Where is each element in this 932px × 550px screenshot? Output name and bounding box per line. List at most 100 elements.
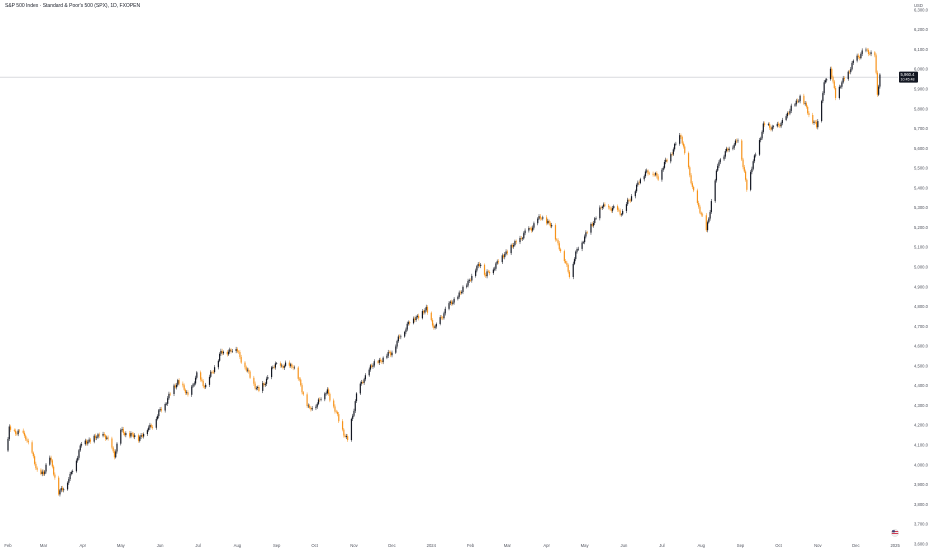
candle-body: [826, 79, 828, 81]
candle-body: [609, 207, 611, 209]
candle-body: [443, 313, 445, 319]
candle-body: [488, 271, 491, 274]
candle-body: [347, 436, 349, 441]
candle-body: [51, 460, 53, 467]
candle-body: [812, 114, 814, 123]
candle-body: [220, 350, 222, 354]
candle-body: [492, 269, 494, 274]
candle-body: [96, 437, 98, 439]
candle-body: [511, 245, 513, 247]
candle-body: [850, 69, 852, 73]
price-tick-label: 5,300.0: [914, 205, 929, 210]
candle-body: [799, 95, 801, 102]
candle-body: [396, 341, 398, 347]
candle-body: [341, 421, 344, 430]
price-axis[interactable]: 3,600.0 3,700.0 3,800.0 3,900.0 4,000.0 4,100…: [914, 7, 929, 546]
candle-body: [431, 320, 434, 326]
price-tick-label: 4,100.0: [914, 443, 929, 448]
price-tick-label: 3,600.0: [914, 541, 929, 546]
candle-body: [728, 148, 730, 151]
candle-body: [397, 336, 399, 342]
candle-body: [35, 463, 37, 469]
candle-body: [244, 362, 246, 368]
candle-body: [638, 182, 640, 184]
candle-body: [551, 225, 553, 227]
candle-body: [629, 200, 631, 202]
candle-body: [363, 379, 365, 383]
candle-body: [98, 434, 100, 436]
candle-body: [538, 216, 540, 219]
candle-body: [42, 471, 45, 475]
candle-body: [149, 424, 151, 428]
candle-body: [600, 207, 602, 209]
candle-body: [851, 62, 853, 70]
price-tick-label: 5,900.0: [914, 86, 929, 91]
candle-body: [804, 103, 806, 104]
candle-body: [813, 121, 815, 123]
candle-body: [532, 227, 534, 231]
candle-body: [573, 259, 576, 264]
candle-body: [670, 154, 672, 162]
candle-body: [271, 367, 273, 378]
candle-body: [49, 457, 51, 465]
candle-body: [727, 148, 729, 151]
candle-body: [681, 137, 683, 144]
candle-body: [763, 123, 766, 125]
candle-body: [66, 482, 69, 490]
candle-body: [706, 222, 709, 231]
time-axis[interactable]: Feb Mar Apr May Jun Jul Aug Sep Oct Nov Dec 2024 Feb…: [4, 543, 900, 548]
time-tick-label: Jun: [621, 543, 628, 548]
candle-body: [705, 215, 707, 231]
candle-body: [556, 239, 558, 241]
candle-body: [865, 49, 867, 51]
price-tick-label: 6,100.0: [914, 47, 929, 52]
candle-body: [870, 52, 872, 55]
candle-body: [433, 325, 435, 328]
candle-body: [523, 233, 525, 239]
price-tick-label: 5,800.0: [914, 106, 929, 111]
candle-body: [841, 82, 843, 87]
candle-body: [475, 270, 477, 276]
candle-body: [577, 248, 579, 250]
candle-body: [843, 78, 846, 80]
candle-body: [548, 220, 550, 224]
candle-body: [36, 468, 38, 470]
candle-body: [710, 201, 712, 213]
candle-body: [377, 361, 379, 363]
candle-body: [326, 389, 328, 394]
flag-icon[interactable]: [891, 529, 899, 537]
candle-body: [290, 364, 292, 366]
candle-body: [448, 303, 450, 309]
candle-body: [211, 371, 213, 373]
candle-body: [44, 471, 46, 475]
candle-body: [842, 78, 844, 83]
candle-body: [742, 159, 744, 168]
candle-body: [657, 176, 659, 180]
candle-body: [405, 329, 407, 333]
candle-body: [222, 351, 225, 354]
candle-body: [478, 263, 481, 266]
candle-body: [852, 60, 854, 63]
candle-body: [696, 190, 699, 203]
candle-body: [316, 403, 318, 407]
time-tick-label: Dec: [852, 543, 859, 548]
candle-body: [131, 433, 133, 435]
candle-body: [466, 285, 468, 287]
candle-body: [217, 360, 219, 368]
candle-body: [183, 385, 185, 390]
candle-body: [634, 191, 636, 197]
candle-body: [450, 301, 453, 304]
price-tick-label: 3,700.0: [914, 522, 929, 527]
candle-body: [249, 371, 251, 378]
candle-body: [164, 403, 166, 411]
candle-body: [291, 364, 293, 368]
candle-body: [575, 251, 577, 260]
candle-body: [794, 104, 796, 106]
candle-body: [372, 365, 374, 367]
candle-body: [477, 263, 479, 267]
candle-body: [240, 357, 242, 363]
candle-body: [693, 186, 695, 191]
time-tick-label: Oct: [311, 543, 318, 548]
candle-body: [549, 223, 552, 227]
candle-body: [212, 372, 214, 373]
